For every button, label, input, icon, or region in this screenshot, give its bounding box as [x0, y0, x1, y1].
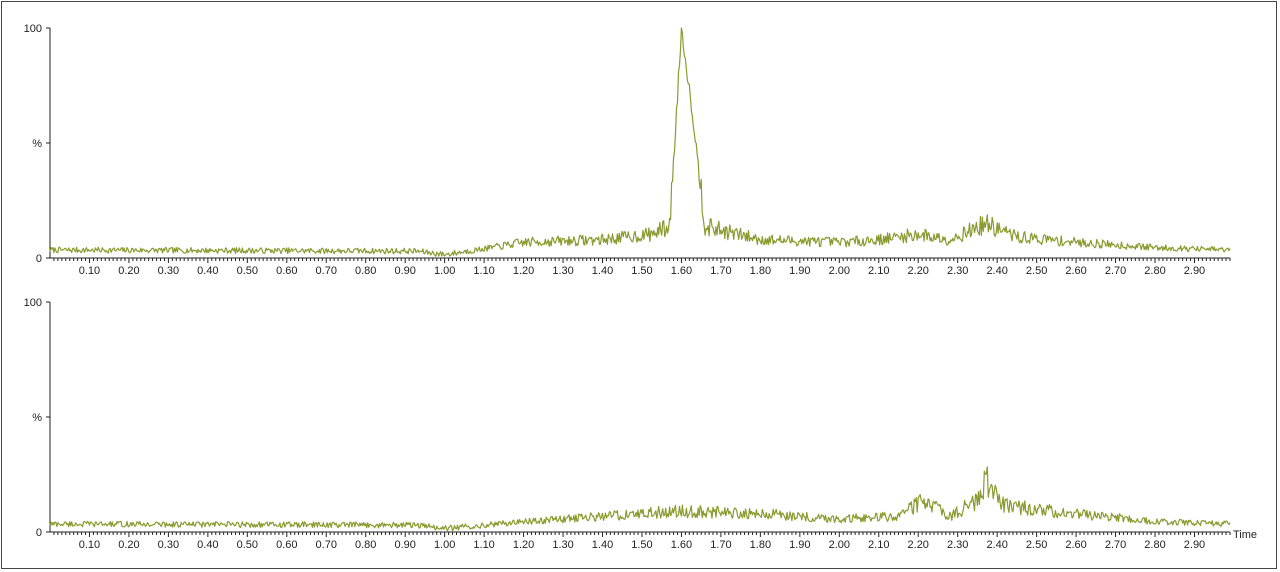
x-tick-label: 0.10 — [79, 539, 100, 551]
series-line-top-trace — [49, 27, 1231, 257]
x-tick-label: 1.30 — [552, 265, 573, 277]
x-tick-label: 1.50 — [631, 265, 652, 277]
x-tick-label: 1.90 — [789, 539, 810, 551]
x-tick-label: 1.70 — [710, 539, 731, 551]
x-tick-label: 2.60 — [1065, 265, 1086, 277]
x-tick-label: 1.10 — [473, 539, 494, 551]
series-line-bottom-trace — [49, 466, 1231, 532]
x-tick-label: 2.30 — [947, 265, 968, 277]
x-axis-title: Time — [1233, 529, 1257, 541]
x-tick-label: 2.00 — [829, 539, 850, 551]
x-tick-label: 1.60 — [671, 265, 692, 277]
x-tick-label: 2.30 — [947, 539, 968, 551]
x-tick-label: 1.10 — [473, 265, 494, 277]
x-tick-label: 2.80 — [1144, 265, 1165, 277]
x-tick-label: 1.90 — [789, 265, 810, 277]
x-tick-label: 0.60 — [276, 539, 297, 551]
x-tick-label: 2.50 — [1026, 265, 1047, 277]
x-tick-label: 0.20 — [118, 265, 139, 277]
x-tick-label: 1.20 — [513, 265, 534, 277]
y-tick-label-100: 100 — [24, 297, 42, 309]
x-tick-label: 1.00 — [434, 539, 455, 551]
x-tick-label: 1.60 — [671, 539, 692, 551]
x-tick-label: 0.80 — [355, 539, 376, 551]
x-tick-label: 0.90 — [394, 539, 415, 551]
y-tick-label-0: 0 — [36, 527, 42, 539]
x-tick-label: 1.40 — [592, 539, 613, 551]
x-tick-label: 0.50 — [237, 265, 258, 277]
y-axis-label: % — [32, 412, 42, 424]
y-tick-label-100: 100 — [24, 23, 42, 35]
x-tick-label: 2.70 — [1105, 539, 1126, 551]
x-tick-label: 1.40 — [592, 265, 613, 277]
x-tick-label: 2.80 — [1144, 539, 1165, 551]
x-tick-label: 2.00 — [829, 265, 850, 277]
x-tick-label: 2.10 — [868, 265, 889, 277]
x-tick-label: 1.80 — [750, 539, 771, 551]
x-tick-label: 0.30 — [158, 539, 179, 551]
x-tick-label: 2.60 — [1065, 539, 1086, 551]
x-tick-label: 2.70 — [1105, 265, 1126, 277]
x-tick-label: 1.30 — [552, 539, 573, 551]
x-tick-label: 1.50 — [631, 539, 652, 551]
x-tick-label: 2.90 — [1184, 539, 1205, 551]
x-tick-label: 2.20 — [908, 265, 929, 277]
y-tick-label-0: 0 — [36, 253, 42, 265]
x-tick-label: 2.40 — [986, 539, 1007, 551]
x-tick-label: 0.10 — [79, 265, 100, 277]
x-tick-label: 0.40 — [197, 265, 218, 277]
y-axis-label: % — [32, 138, 42, 150]
x-tick-label: 2.40 — [986, 265, 1007, 277]
x-tick-label: 0.70 — [316, 265, 337, 277]
x-tick-label: 2.20 — [908, 539, 929, 551]
x-tick-label: 0.50 — [237, 539, 258, 551]
x-tick-label: 0.40 — [197, 539, 218, 551]
x-tick-label: 2.10 — [868, 539, 889, 551]
x-tick-label: 0.30 — [158, 265, 179, 277]
x-tick-label: 1.80 — [750, 265, 771, 277]
x-tick-label: 0.20 — [118, 539, 139, 551]
x-tick-label: 0.90 — [394, 265, 415, 277]
x-tick-label: 1.20 — [513, 539, 534, 551]
x-tick-label: 0.80 — [355, 265, 376, 277]
x-tick-label: 1.00 — [434, 265, 455, 277]
x-tick-label: 2.90 — [1184, 265, 1205, 277]
x-tick-label: 0.70 — [316, 539, 337, 551]
x-tick-label: 1.70 — [710, 265, 731, 277]
x-tick-label: 2.50 — [1026, 539, 1047, 551]
x-tick-label: 0.60 — [276, 265, 297, 277]
